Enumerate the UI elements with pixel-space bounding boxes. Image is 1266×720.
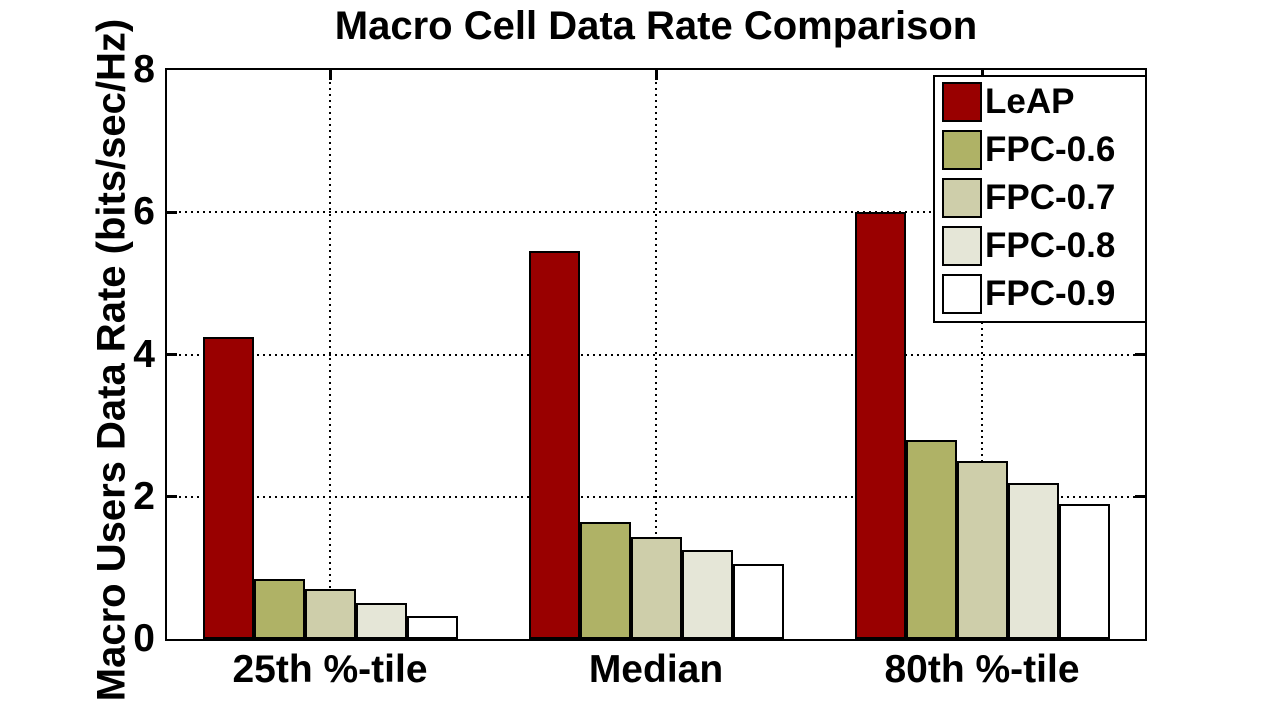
legend-row: LeAP bbox=[942, 82, 1145, 122]
y-tick-right bbox=[1135, 495, 1145, 499]
bar-fpc-0-7-1 bbox=[304, 589, 356, 639]
bar-fpc-0-6-2 bbox=[579, 521, 631, 639]
bar-fpc-0-7-2 bbox=[630, 537, 682, 639]
bar-leap-1 bbox=[202, 336, 254, 639]
legend-label: FPC-0.8 bbox=[985, 226, 1116, 265]
y-tick-label: 2 bbox=[133, 474, 155, 518]
x-tick-label: Median bbox=[588, 648, 724, 691]
y-tick-left bbox=[167, 495, 177, 499]
gridline-v bbox=[981, 70, 983, 639]
legend-swatch bbox=[942, 130, 982, 170]
legend-row: FPC-0.8 bbox=[942, 226, 1145, 266]
legend-label: FPC-0.7 bbox=[985, 178, 1116, 217]
legend-swatch bbox=[942, 274, 982, 314]
bar-leap-2 bbox=[528, 251, 580, 639]
legend-label: LeAP bbox=[985, 82, 1075, 121]
bar-fpc-0-9-3 bbox=[1058, 503, 1110, 639]
bar-fpc-0-7-3 bbox=[956, 461, 1008, 639]
bar-leap-3 bbox=[854, 212, 906, 639]
x-tick-top bbox=[654, 70, 658, 80]
bar-fpc-0-6-1 bbox=[253, 578, 305, 639]
legend-row: FPC-0.6 bbox=[942, 130, 1145, 170]
bar-fpc-0-9-2 bbox=[732, 564, 784, 639]
chart-title: Macro Cell Data Rate Comparison bbox=[334, 4, 978, 48]
legend-row: FPC-0.9 bbox=[942, 274, 1145, 314]
y-tick-label: 8 bbox=[133, 48, 155, 91]
bar-fpc-0-8-3 bbox=[1007, 482, 1059, 639]
legend-swatch bbox=[942, 178, 982, 218]
x-tick-label: 80th %-tile bbox=[884, 648, 1080, 691]
legend-row: FPC-0.7 bbox=[942, 178, 1145, 218]
legend-swatch bbox=[942, 82, 982, 122]
y-tick-label: 0 bbox=[133, 617, 155, 660]
y-tick-label: 4 bbox=[133, 332, 155, 376]
x-tick-top bbox=[328, 70, 332, 80]
legend: LeAP FPC-0.6 FPC-0.7 FPC-0.8 FPC-0.9 bbox=[933, 75, 1147, 323]
y-tick-label: 6 bbox=[133, 190, 155, 234]
bar-fpc-0-9-1 bbox=[406, 616, 458, 639]
y-tick-right bbox=[1135, 353, 1145, 356]
y-tick-left bbox=[167, 353, 177, 356]
y-tick-left bbox=[167, 210, 177, 214]
legend-label: FPC-0.6 bbox=[985, 130, 1116, 169]
legend-label: FPC-0.9 bbox=[985, 274, 1116, 313]
bar-fpc-0-8-2 bbox=[681, 550, 733, 639]
gridline-v bbox=[655, 70, 657, 639]
bar-fpc-0-6-3 bbox=[905, 439, 957, 639]
legend-swatch bbox=[942, 226, 982, 266]
x-tick-label: 25th %-tile bbox=[232, 648, 428, 691]
gridline-v bbox=[329, 70, 331, 639]
bar-fpc-0-8-1 bbox=[355, 603, 407, 639]
